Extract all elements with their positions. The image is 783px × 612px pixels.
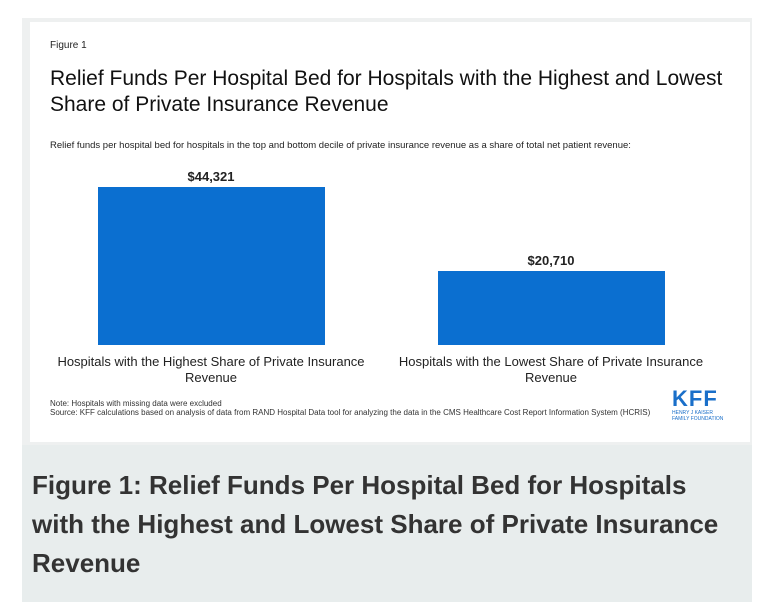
x-tick-label: Hospitals with the Lowest Share of Priva… <box>398 354 704 385</box>
source: Source: KFF calculations based on analys… <box>50 408 651 417</box>
x-tick-label: Hospitals with the Highest Share of Priv… <box>57 354 365 385</box>
chart-title: Relief Funds Per Hospital Bed for Hospit… <box>50 67 723 116</box>
bar <box>97 187 325 345</box>
chart-subtitle: Relief funds per hospital bed for hospit… <box>50 140 631 151</box>
note: Note: Hospitals with missing data were e… <box>50 399 222 408</box>
logo-name: KFF <box>672 386 718 411</box>
value-label: $20,710 <box>527 253 575 269</box>
bar <box>437 271 665 345</box>
figure-label: Figure 1 <box>50 40 87 51</box>
caption-box <box>22 445 752 602</box>
value-label: $44,321 <box>187 169 235 184</box>
caption: Figure 1: Relief Funds Per Hospital Bed … <box>32 470 719 578</box>
logo: KFF HENRY J KAISER FAMILY FOUNDATION <box>672 386 732 423</box>
logo-text: HENRY J KAISER FAMILY FOUNDATION <box>672 410 724 422</box>
